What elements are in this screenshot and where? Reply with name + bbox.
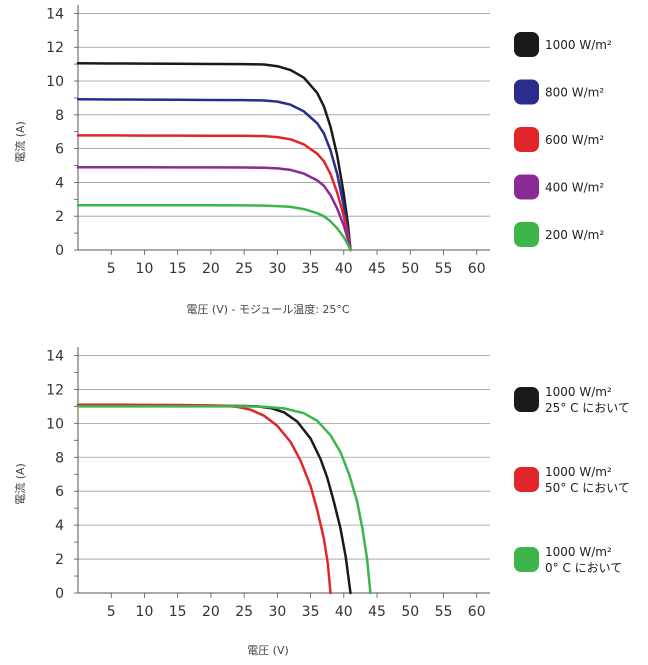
x-tick-label: 20 <box>202 261 220 277</box>
y-tick-label: 6 <box>55 484 64 500</box>
x-tick-label: 10 <box>136 261 154 277</box>
x-tick-label: 60 <box>468 261 486 277</box>
series-line-4 <box>76 203 352 252</box>
legend-swatch <box>514 127 539 152</box>
x-tick-label: 5 <box>107 604 116 620</box>
y-tick-label: 10 <box>46 416 64 432</box>
legend-item: 1000 W/m² 50° C において <box>514 465 630 495</box>
x-tick-label: 55 <box>435 261 453 277</box>
chart-temperature-svg: 0 2 4 6 8 10 12 14 5 10 15 20 25 30 35 40 45 50 55 60 1000 … <box>13 347 630 657</box>
x-tick-label: 30 <box>268 261 286 277</box>
x-axis-title: 電圧 (V) <box>247 644 289 657</box>
y-tick-label: 12 <box>46 40 64 56</box>
chart-irradiance: 0 2 4 6 8 10 12 14 5 10 15 20 25 30 35 40 45 50 55 60 1000 … <box>0 0 648 330</box>
x-tick-label: 25 <box>235 604 253 620</box>
legend-swatch <box>514 387 539 412</box>
y-tick-label: 8 <box>55 108 64 124</box>
series-line-0 <box>76 62 352 252</box>
y-tick-label: 2 <box>55 209 64 225</box>
legend-label: 800 W/m² <box>545 86 604 100</box>
x-axis-title: 電圧 (V) - モジュール温度: 25°C <box>186 302 349 316</box>
legend-item: 1000 W/m² <box>514 32 612 57</box>
y-axis-title: 電流 (A) <box>13 121 27 163</box>
y-tick-label: 8 <box>55 450 64 466</box>
legend-item: 200 W/m² <box>514 222 604 247</box>
x-tick-label: 45 <box>368 604 386 620</box>
y-tick-label: 14 <box>46 6 64 22</box>
legend-item: 600 W/m² <box>514 127 604 152</box>
legend-label: 25° C において <box>545 401 630 415</box>
y-tick-label: 6 <box>55 142 64 158</box>
y-tick-label: 14 <box>46 348 64 364</box>
legend-label: 1000 W/m² <box>545 38 612 52</box>
legend-swatch <box>514 32 539 57</box>
legend-label: 1000 W/m² <box>545 385 612 399</box>
legend-swatch <box>514 79 539 105</box>
x-tick-label: 10 <box>136 604 154 620</box>
legend-swatch <box>514 467 539 492</box>
x-tick-label: 50 <box>401 261 419 277</box>
legend-label: 1000 W/m² <box>545 465 612 479</box>
y-tick-label: 12 <box>46 382 64 398</box>
x-tick-label: 60 <box>468 604 486 620</box>
y-axis-title: 電流 (A) <box>13 463 27 505</box>
legend-item: 400 W/m² <box>514 174 604 200</box>
legend-label: 0° C において <box>545 561 622 575</box>
y-tick-label: 10 <box>46 74 64 90</box>
x-tick-label: 50 <box>401 604 419 620</box>
series-line-2 <box>76 405 372 595</box>
chart-temperature: 0 2 4 6 8 10 12 14 5 10 15 20 25 30 35 40 45 50 55 60 1000 … <box>0 330 648 660</box>
y-tick-label: 4 <box>55 518 64 534</box>
x-tick-label: 35 <box>302 604 320 620</box>
legend-label: 200 W/m² <box>545 228 604 242</box>
legend-item: 800 W/m² <box>514 79 604 105</box>
x-tick-label: 15 <box>169 604 187 620</box>
y-tick-label: 4 <box>55 175 64 191</box>
y-tick-label: 2 <box>55 552 64 568</box>
x-tick-label: 35 <box>302 261 320 277</box>
series-line-0 <box>76 404 352 595</box>
x-tick-label: 5 <box>107 261 116 277</box>
legend-swatch <box>514 174 539 200</box>
legend-label: 50° C において <box>545 481 630 495</box>
y-tick-label: 0 <box>55 243 64 259</box>
x-tick-label: 15 <box>169 261 187 277</box>
legend-item: 1000 W/m² 0° C において <box>514 545 622 575</box>
series-line-1 <box>76 98 352 252</box>
x-tick-label: 55 <box>435 604 453 620</box>
series-line-2 <box>76 134 352 252</box>
x-tick-label: 30 <box>268 604 286 620</box>
legend-label: 600 W/m² <box>545 133 604 147</box>
chart-irradiance-svg: 0 2 4 6 8 10 12 14 5 10 15 20 25 30 35 40 45 50 55 60 1000 … <box>13 5 612 316</box>
series-line-1 <box>76 403 332 595</box>
x-tick-label: 40 <box>335 604 353 620</box>
legend-swatch <box>514 222 539 247</box>
legend-swatch <box>514 547 539 572</box>
legend-label: 1000 W/m² <box>545 545 612 559</box>
legend-label: 400 W/m² <box>545 181 604 195</box>
x-tick-label: 25 <box>235 261 253 277</box>
y-tick-label: 0 <box>55 586 64 602</box>
x-tick-label: 45 <box>368 261 386 277</box>
legend-item: 1000 W/m² 25° C において <box>514 385 630 415</box>
series-line-3 <box>76 165 352 252</box>
x-tick-label: 20 <box>202 604 220 620</box>
x-tick-label: 40 <box>335 261 353 277</box>
